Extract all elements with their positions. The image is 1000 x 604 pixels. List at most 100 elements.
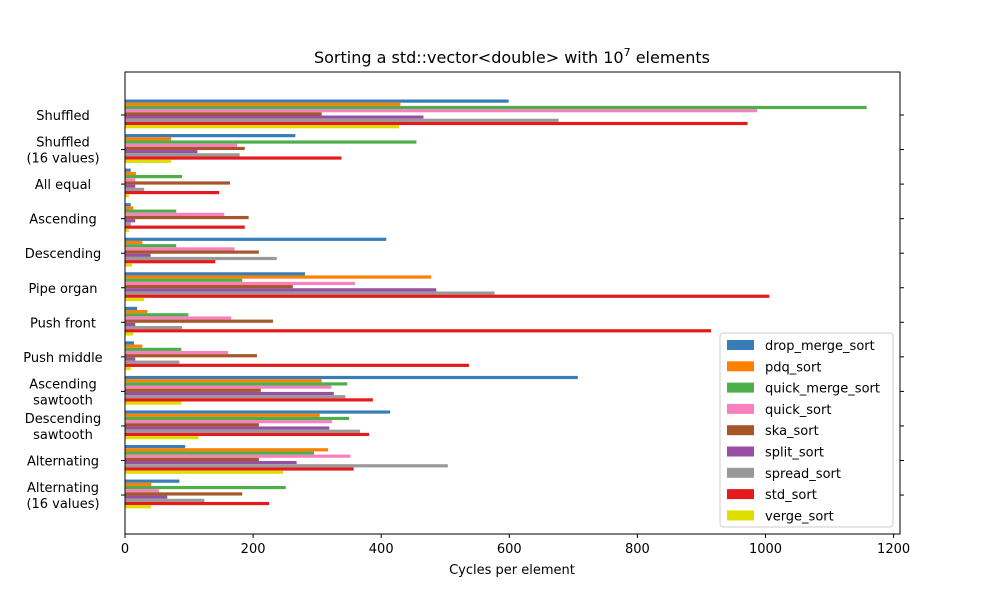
legend-label-spread_sort: spread_sort bbox=[765, 467, 841, 482]
y-tick-label: Ascending bbox=[29, 213, 96, 228]
bar-ska_sort-2 bbox=[125, 181, 231, 185]
bar-quick_merge_sort-1 bbox=[125, 140, 417, 144]
bar-split_sort-10 bbox=[125, 461, 297, 465]
bar-pdq_sort-10 bbox=[125, 448, 329, 452]
bar-std_sort-9 bbox=[125, 432, 370, 437]
bar-quick_merge_sort-7 bbox=[125, 347, 182, 351]
bar-quick_merge_sort-9 bbox=[125, 416, 350, 421]
bar-quick_merge_sort-3 bbox=[125, 209, 177, 213]
bar-quick_sort-10 bbox=[125, 454, 351, 458]
x-axis: 0 200 400 600 800 1000 1200 bbox=[121, 534, 910, 557]
bar-pdq_sort-4 bbox=[125, 240, 143, 245]
bar-pdq_sort-6 bbox=[125, 310, 148, 314]
bar-verge_sort-3 bbox=[125, 228, 129, 232]
bar-std_sort-3 bbox=[125, 225, 245, 229]
bar-drop_merge_sort-11 bbox=[125, 479, 180, 483]
bar-split_sort-3 bbox=[125, 219, 136, 223]
bar-pdq_sort-5 bbox=[125, 275, 432, 279]
bar-std_sort-2 bbox=[125, 191, 220, 195]
x-tick-label: 800 bbox=[625, 542, 650, 557]
bar-drop_merge_sort-3 bbox=[125, 203, 131, 207]
bar-drop_merge_sort-10 bbox=[125, 445, 186, 449]
bar-quick_merge_sort-2 bbox=[125, 175, 183, 179]
y-tick-label: Alternating bbox=[27, 455, 99, 470]
legend-swatch-split_sort bbox=[727, 446, 754, 457]
bar-ska_sort-1 bbox=[125, 146, 245, 151]
bar-quick_sort-11 bbox=[125, 489, 159, 493]
legend-swatch-quick_sort bbox=[727, 403, 754, 414]
bar-std_sort-1 bbox=[125, 156, 342, 160]
bar-pdq_sort-7 bbox=[125, 344, 143, 348]
bar-quick_sort-1 bbox=[125, 143, 238, 147]
legend-label-quick_sort: quick_sort bbox=[765, 403, 831, 418]
y-tick-label: Shuffled (16 values) bbox=[26, 136, 99, 167]
bar-split_sort-11 bbox=[125, 495, 168, 499]
x-tick-label: 200 bbox=[241, 542, 266, 557]
bar-verge_sort-9 bbox=[125, 436, 199, 440]
bar-verge_sort-8 bbox=[125, 401, 182, 405]
bar-quick_sort-8 bbox=[125, 385, 332, 389]
x-tick-label: 0 bbox=[121, 542, 129, 557]
legend-swatch-spread_sort bbox=[727, 467, 754, 478]
bar-pdq_sort-2 bbox=[125, 171, 136, 175]
bar-spread_sort-1 bbox=[125, 153, 240, 157]
y-tick-label: Descending sawtooth bbox=[25, 412, 102, 443]
bar-drop_merge_sort-6 bbox=[125, 306, 138, 310]
legend-label-quick_merge_sort: quick_merge_sort bbox=[765, 382, 880, 397]
x-tick-label: 400 bbox=[369, 542, 394, 557]
bar-split_sort-8 bbox=[125, 391, 334, 396]
bar-quick_sort-5 bbox=[125, 281, 355, 286]
bar-quick_sort-9 bbox=[125, 420, 332, 424]
bar-spread_sort-2 bbox=[125, 187, 145, 191]
legend-label-split_sort: split_sort bbox=[765, 446, 824, 461]
bar-pdq_sort-1 bbox=[125, 137, 172, 141]
bar-ska_sort-5 bbox=[125, 285, 293, 289]
bar-ska_sort-9 bbox=[125, 423, 259, 427]
bar-std_sort-10 bbox=[125, 467, 354, 471]
x-tick-label: 1000 bbox=[749, 542, 782, 557]
legend-label-std_sort: std_sort bbox=[765, 488, 817, 503]
bar-pdq_sort-9 bbox=[125, 413, 320, 417]
bar-std_sort-5 bbox=[125, 294, 770, 298]
bar-verge_sort-1 bbox=[125, 159, 172, 163]
bar-quick_merge_sort-5 bbox=[125, 278, 243, 282]
bars bbox=[125, 99, 867, 509]
bar-spread_sort-4 bbox=[125, 256, 277, 261]
bar-spread_sort-7 bbox=[125, 360, 180, 364]
legend-label-ska_sort: ska_sort bbox=[765, 424, 819, 439]
y-tick-label: Push front bbox=[30, 316, 96, 331]
bar-drop_merge_sort-0 bbox=[125, 99, 509, 103]
bar-split_sort-5 bbox=[125, 288, 437, 292]
bar-split_sort-2 bbox=[125, 184, 136, 188]
bar-verge_sort-10 bbox=[125, 470, 284, 474]
bar-spread_sort-10 bbox=[125, 464, 448, 468]
bar-drop_merge_sort-9 bbox=[125, 410, 391, 414]
legend-swatch-quick_merge_sort bbox=[727, 382, 754, 393]
y-tick-label: Pipe organ bbox=[28, 282, 97, 297]
bar-pdq_sort-0 bbox=[125, 102, 401, 106]
y-axis: Shuffled Shuffled (16 values) All equal Asce… bbox=[23, 109, 904, 512]
bar-ska_sort-8 bbox=[125, 388, 261, 392]
bar-std_sort-0 bbox=[125, 121, 748, 126]
bar-ska_sort-6 bbox=[125, 319, 273, 323]
x-tick-label: 1200 bbox=[877, 542, 910, 557]
y-tick-label: All equal bbox=[35, 178, 91, 193]
x-axis-label: Cycles per element bbox=[449, 563, 575, 578]
bar-pdq_sort-8 bbox=[125, 379, 322, 383]
bar-quick_merge_sort-10 bbox=[125, 451, 314, 455]
bar-spread_sort-0 bbox=[125, 118, 559, 122]
bar-spread_sort-8 bbox=[125, 395, 346, 399]
bar-quick_sort-6 bbox=[125, 316, 232, 320]
bar-quick_sort-3 bbox=[125, 212, 225, 216]
bar-std_sort-6 bbox=[125, 329, 712, 333]
x-tick-label: 600 bbox=[497, 542, 522, 557]
bar-split_sort-0 bbox=[125, 115, 424, 119]
legend-swatch-pdq_sort bbox=[727, 361, 754, 372]
bar-verge_sort-11 bbox=[125, 505, 152, 509]
bar-spread_sort-5 bbox=[125, 291, 495, 295]
bar-verge_sort-6 bbox=[125, 332, 134, 336]
legend: drop_merge_sort pdq_sort quick_merge_sortq… bbox=[719, 332, 894, 528]
bar-ska_sort-10 bbox=[125, 457, 259, 461]
bar-spread_sort-6 bbox=[125, 326, 183, 330]
